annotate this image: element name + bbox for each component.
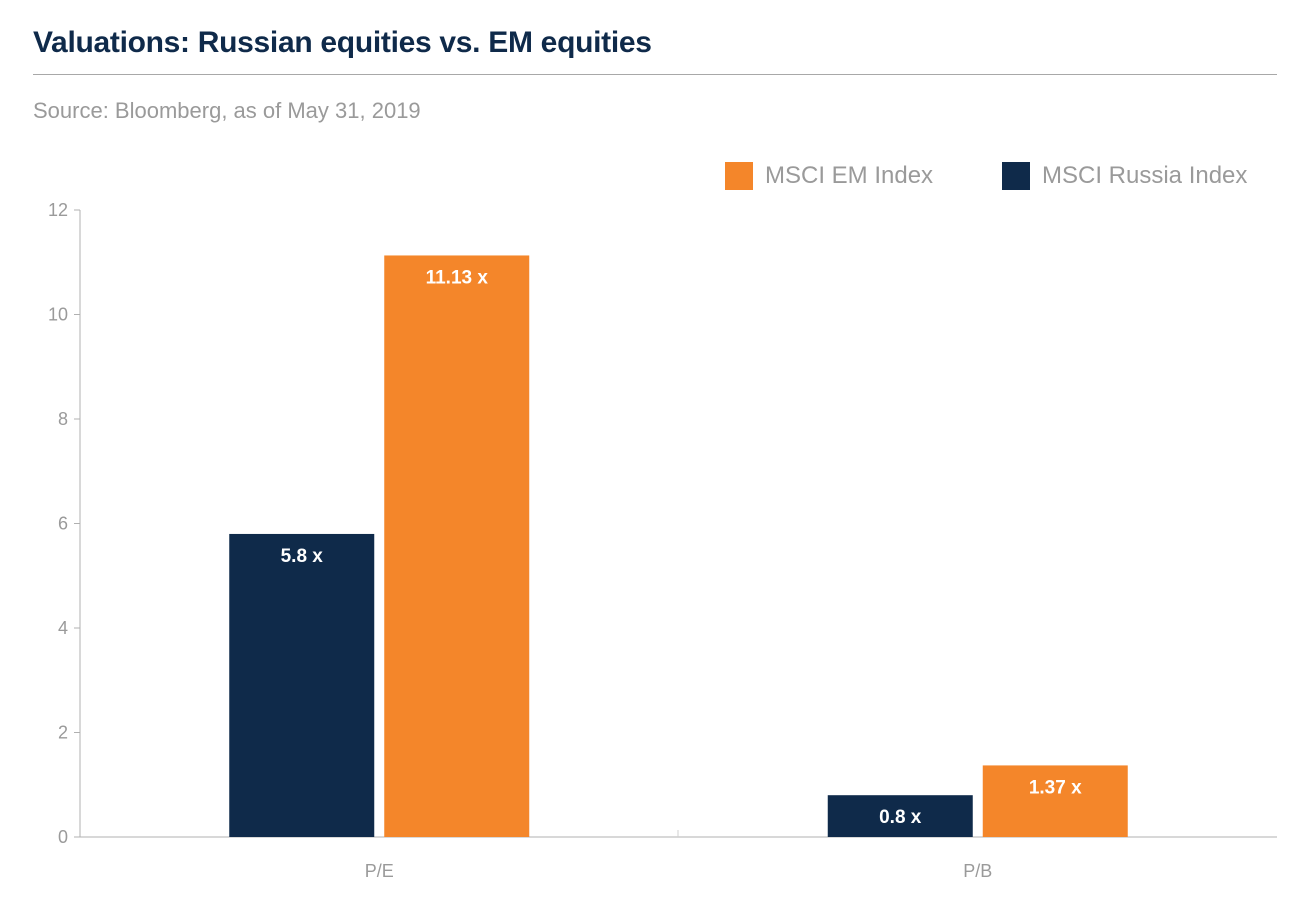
- y-tick-label: 4: [58, 618, 68, 638]
- y-tick-label: 8: [58, 409, 68, 429]
- legend-item-russia: MSCI Russia Index: [1002, 162, 1247, 190]
- data-label-russia-pb: 0.8 x: [879, 807, 922, 828]
- y-tick-label: 10: [48, 305, 68, 325]
- legend-swatch-em: [725, 162, 753, 190]
- chart-title: Valuations: Russian equities vs. EM equi…: [33, 26, 652, 59]
- data-label-em-pb: 1.37 x: [1029, 777, 1082, 798]
- bar-russia-pe: [229, 533, 375, 837]
- y-tick-label: 2: [58, 723, 68, 743]
- data-label-russia-pe: 5.8 x: [281, 546, 324, 567]
- bar-russia-pb: [827, 795, 973, 837]
- y-tick-label: 0: [58, 827, 68, 847]
- bar-em-pe: [384, 255, 530, 837]
- x-category-label: P/B: [963, 861, 992, 881]
- title-divider: [33, 74, 1277, 75]
- bar-em-pb: [982, 765, 1128, 837]
- chart-legend: MSCI EM Index MSCI Russia Index: [0, 162, 1299, 192]
- source-note: Source: Bloomberg, as of May 31, 2019: [33, 98, 421, 123]
- data-label-em-pe: 11.13 x: [426, 267, 489, 288]
- legend-item-em: MSCI EM Index: [725, 162, 933, 190]
- y-tick-label: 6: [58, 514, 68, 534]
- legend-label-russia: MSCI Russia Index: [1042, 162, 1248, 189]
- legend-swatch-russia: [1002, 162, 1030, 190]
- legend-label-em: MSCI EM Index: [765, 162, 934, 189]
- x-category-label: P/E: [365, 861, 394, 881]
- y-tick-label: 12: [48, 200, 68, 220]
